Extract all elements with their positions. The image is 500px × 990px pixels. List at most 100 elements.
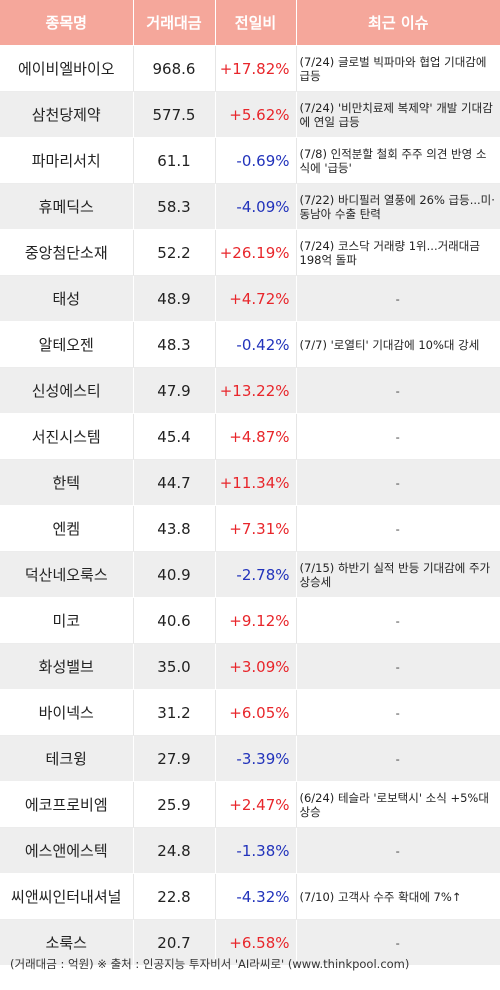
recent-issue: - <box>295 827 500 874</box>
header-name: 종목명 <box>0 0 133 46</box>
table-row: 화성밸브 35.0 +3.09% - <box>0 643 500 690</box>
recent-issue: - <box>295 413 500 460</box>
trading-volume: 577.5 <box>132 91 215 138</box>
table-row: 에스앤에스텍 24.8 -1.38% - <box>0 827 500 874</box>
header-issue: 최근 이슈 <box>295 0 500 46</box>
trading-volume: 58.3 <box>132 183 215 230</box>
recent-issue: (7/8) 인적분할 철회 주주 의견 반영 소식에 '급등' <box>295 137 500 184</box>
trading-volume: 48.3 <box>132 321 215 368</box>
stock-name: 중앙첨단소재 <box>0 229 133 276</box>
recent-issue: (7/24) '비만치료제 복제약' 개발 기대감에 연일 급등 <box>295 91 500 138</box>
recent-issue: - <box>295 597 500 644</box>
price-change: +4.72% <box>214 275 296 322</box>
table-row: 바이넥스 31.2 +6.05% - <box>0 689 500 736</box>
trading-volume: 40.6 <box>132 597 215 644</box>
stock-name: 한텍 <box>0 459 133 506</box>
header-row: 종목명 거래대금 전일비 최근 이슈 <box>0 0 500 46</box>
stock-name: 알테오젠 <box>0 321 133 368</box>
table-row: 신성에스티 47.9 +13.22% - <box>0 367 500 414</box>
table-row: 태성 48.9 +4.72% - <box>0 275 500 322</box>
stock-name: 에이비엘바이오 <box>0 45 133 92</box>
table-row: 파마리서치 61.1 -0.69% (7/8) 인적분할 철회 주주 의견 반영 소식… <box>0 137 500 184</box>
stock-name: 삼천당제약 <box>0 91 133 138</box>
stock-name: 에스앤에스텍 <box>0 827 133 874</box>
table-row: 테크윙 27.9 -3.39% - <box>0 735 500 782</box>
table-row: 알테오젠 48.3 -0.42% (7/7) '로열티' 기대감에 10%대 강세 <box>0 321 500 368</box>
recent-issue: - <box>295 275 500 322</box>
stock-name: 미코 <box>0 597 133 644</box>
price-change: -3.39% <box>214 735 296 782</box>
stock-name: 태성 <box>0 275 133 322</box>
recent-issue: - <box>295 689 500 736</box>
price-change: -0.69% <box>214 137 296 184</box>
header-volume: 거래대금 <box>132 0 215 46</box>
table-row: 엔켐 43.8 +7.31% - <box>0 505 500 552</box>
stock-name: 씨앤씨인터내셔널 <box>0 873 133 920</box>
price-change: +4.87% <box>214 413 296 460</box>
price-change: -2.78% <box>214 551 296 598</box>
recent-issue: - <box>295 505 500 552</box>
trading-volume: 61.1 <box>132 137 215 184</box>
trading-volume: 44.7 <box>132 459 215 506</box>
trading-volume: 968.6 <box>132 45 215 92</box>
table-row: 에코프로비엠 25.9 +2.47% (6/24) 테슬라 '로보택시' 소식 +5%… <box>0 781 500 828</box>
price-change: +5.62% <box>214 91 296 138</box>
trading-volume: 22.8 <box>132 873 215 920</box>
table-body: 에이비엘바이오 968.6 +17.82% (7/24) 글로벌 빅파마와 협업 기대… <box>0 45 500 966</box>
price-change: +26.19% <box>214 229 296 276</box>
recent-issue: - <box>295 459 500 506</box>
recent-issue: (7/24) 글로벌 빅파마와 협업 기대감에 급등 <box>295 45 500 92</box>
trading-volume: 47.9 <box>132 367 215 414</box>
table-row: 미코 40.6 +9.12% - <box>0 597 500 644</box>
table-row: 씨앤씨인터내셔널 22.8 -4.32% (7/10) 고객사 수주 확대에 7%↑ <box>0 873 500 920</box>
price-change: +2.47% <box>214 781 296 828</box>
table-row: 덕산네오룩스 40.9 -2.78% (7/15) 하반기 실적 반등 기대감에 주가… <box>0 551 500 598</box>
price-change: +13.22% <box>214 367 296 414</box>
table-row: 삼천당제약 577.5 +5.62% (7/24) '비만치료제 복제약' 개발 기대… <box>0 91 500 138</box>
stock-name: 테크윙 <box>0 735 133 782</box>
price-change: -4.32% <box>214 873 296 920</box>
price-change: +9.12% <box>214 597 296 644</box>
table-row: 한텍 44.7 +11.34% - <box>0 459 500 506</box>
table-row: 소룩스 20.7 +6.58% - <box>0 919 500 966</box>
trading-volume: 24.8 <box>132 827 215 874</box>
recent-issue: - <box>295 367 500 414</box>
trading-volume: 40.9 <box>132 551 215 598</box>
recent-issue: - <box>295 643 500 690</box>
price-change: -1.38% <box>214 827 296 874</box>
price-change: +17.82% <box>214 45 296 92</box>
price-change: +6.05% <box>214 689 296 736</box>
stock-name: 서진시스템 <box>0 413 133 460</box>
trading-volume: 43.8 <box>132 505 215 552</box>
header-change: 전일비 <box>214 0 296 46</box>
stock-name: 에코프로비엠 <box>0 781 133 828</box>
table-row: 휴메딕스 58.3 -4.09% (7/22) 바디필러 열풍에 26% 급등...미… <box>0 183 500 230</box>
trading-volume: 45.4 <box>132 413 215 460</box>
stock-name: 파마리서치 <box>0 137 133 184</box>
trading-volume: 27.9 <box>132 735 215 782</box>
trading-volume: 25.9 <box>132 781 215 828</box>
price-change: +7.31% <box>214 505 296 552</box>
table-row: 에이비엘바이오 968.6 +17.82% (7/24) 글로벌 빅파마와 협업 기대… <box>0 45 500 92</box>
stock-name: 엔켐 <box>0 505 133 552</box>
source-footnote: (거래대금 : 억원) ※ 출처 : 인공지능 투자비서 'AI라씨로' (ww… <box>10 957 410 971</box>
recent-issue: (7/24) 코스닥 거래량 1위...거래대금 198억 돌파 <box>295 229 500 276</box>
price-change: -0.42% <box>214 321 296 368</box>
price-change: -4.09% <box>214 183 296 230</box>
recent-issue: (6/24) 테슬라 '로보택시' 소식 +5%대 상승 <box>295 781 500 828</box>
price-change: +6.58% <box>214 919 296 966</box>
recent-issue: (7/22) 바디필러 열풍에 26% 급등...미·동남아 수출 탄력 <box>295 183 500 230</box>
stock-name: 신성에스티 <box>0 367 133 414</box>
price-change: +3.09% <box>214 643 296 690</box>
stock-name: 바이넥스 <box>0 689 133 736</box>
trading-volume: 31.2 <box>132 689 215 736</box>
recent-issue: (7/7) '로열티' 기대감에 10%대 강세 <box>295 321 500 368</box>
stock-table: 종목명 거래대금 전일비 최근 이슈 에이비엘바이오 968.6 +17.82% (7… <box>0 0 500 966</box>
trading-volume: 52.2 <box>132 229 215 276</box>
recent-issue: (7/10) 고객사 수주 확대에 7%↑ <box>295 873 500 920</box>
stock-name: 화성밸브 <box>0 643 133 690</box>
table-row: 중앙첨단소재 52.2 +26.19% (7/24) 코스닥 거래량 1위...거래대… <box>0 229 500 276</box>
price-change: +11.34% <box>214 459 296 506</box>
recent-issue: - <box>295 735 500 782</box>
stock-name: 덕산네오룩스 <box>0 551 133 598</box>
